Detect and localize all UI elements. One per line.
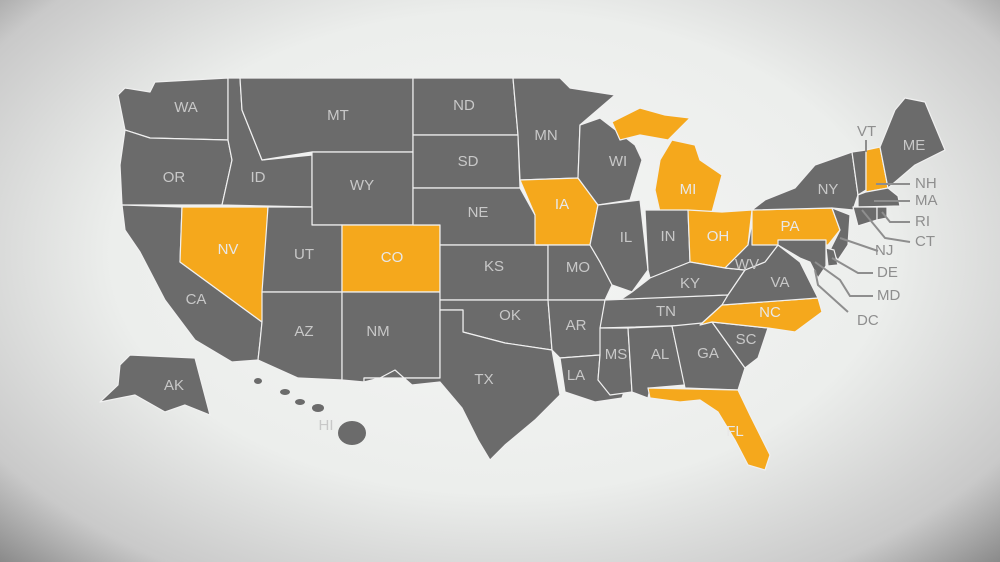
state-fl[interactable]	[647, 387, 771, 471]
state-il[interactable]	[589, 199, 649, 293]
callout-line-de	[831, 257, 873, 274]
state-label-wi: WI	[609, 153, 627, 170]
state-label-ri: RI	[915, 213, 930, 230]
state-hi-island[interactable]	[312, 404, 324, 412]
state-label-ma: MA	[915, 192, 938, 209]
state-label-ny: NY	[818, 181, 839, 198]
state-label-ak: AK	[164, 377, 184, 394]
state-label-wv: WV	[735, 256, 759, 273]
state-label-ia: IA	[555, 196, 569, 213]
state-label-de: DE	[877, 264, 898, 281]
state-md[interactable]	[777, 239, 827, 279]
state-label-va: VA	[771, 274, 790, 291]
state-label-nv: NV	[218, 241, 239, 258]
state-label-co: CO	[381, 249, 404, 266]
state-label-sc: SC	[736, 331, 757, 348]
state-label-ga: GA	[697, 345, 719, 362]
state-label-la: LA	[567, 367, 585, 384]
state-label-pa: PA	[781, 218, 800, 235]
callout-line-nj	[839, 237, 879, 252]
state-label-tn: TN	[656, 303, 676, 320]
state-label-mo: MO	[566, 259, 590, 276]
state-ny[interactable]	[751, 151, 859, 211]
state-label-mt: MT	[327, 107, 349, 124]
state-mi[interactable]	[654, 139, 723, 213]
state-hi-island[interactable]	[280, 389, 290, 395]
state-label-dc: DC	[857, 312, 879, 329]
state-label-tx: TX	[474, 371, 493, 388]
state-hi-island[interactable]	[295, 399, 305, 405]
state-label-mi: MI	[680, 181, 697, 198]
state-label-me: ME	[903, 137, 926, 154]
state-label-az: AZ	[294, 323, 313, 340]
state-wa[interactable]	[117, 77, 229, 141]
state-label-ca: CA	[186, 291, 207, 308]
callout-line-ri	[881, 211, 910, 223]
state-tx[interactable]	[363, 309, 561, 461]
state-label-nd: ND	[453, 97, 475, 114]
callout-line-md	[814, 261, 873, 297]
state-label-ks: KS	[484, 258, 504, 275]
state-label-mn: MN	[534, 127, 557, 144]
state-ak[interactable]	[99, 354, 211, 416]
state-label-sd: SD	[458, 153, 479, 170]
state-nj[interactable]	[829, 207, 851, 261]
state-mi[interactable]	[611, 107, 691, 141]
state-label-il: IL	[620, 229, 633, 246]
state-label-md: MD	[877, 287, 900, 304]
state-label-al: AL	[651, 346, 669, 363]
state-label-ct: CT	[915, 233, 935, 250]
callout-line-dc	[814, 269, 849, 313]
state-label-vt: VT	[857, 123, 876, 140]
state-label-nc: NC	[759, 304, 781, 321]
state-label-nj: NJ	[875, 242, 893, 259]
state-label-in: IN	[661, 228, 676, 245]
state-or[interactable]	[119, 129, 233, 206]
state-nm[interactable]	[341, 291, 441, 383]
state-label-ne: NE	[468, 204, 489, 221]
state-label-id: ID	[251, 169, 266, 186]
callout-line-ct	[861, 209, 911, 243]
state-wi[interactable]	[577, 117, 643, 206]
state-label-ut: UT	[294, 246, 314, 263]
state-label-wa: WA	[174, 99, 198, 116]
state-label-nh: NH	[915, 175, 937, 192]
state-label-ar: AR	[566, 317, 587, 334]
state-hi-island[interactable]	[254, 378, 262, 384]
state-label-nm: NM	[366, 323, 389, 340]
state-label-ok: OK	[499, 307, 521, 324]
state-label-wy: WY	[350, 177, 374, 194]
state-label-oh: OH	[707, 228, 730, 245]
state-label-ms: MS	[605, 346, 628, 363]
state-label-hi: HI	[319, 417, 334, 434]
state-de[interactable]	[825, 247, 839, 267]
state-label-ky: KY	[680, 275, 700, 292]
state-label-or: OR	[163, 169, 186, 186]
state-label-fl: FL	[726, 423, 744, 440]
state-hi-island[interactable]	[338, 421, 366, 445]
